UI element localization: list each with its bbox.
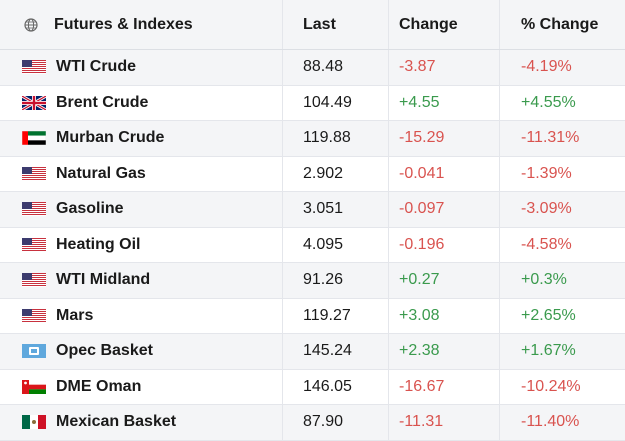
change-value: -15.29 bbox=[389, 121, 500, 156]
instrument-name[interactable]: WTI Crude bbox=[56, 58, 136, 76]
table-row[interactable]: WTI Crude 88.48 -3.87 -4.19% bbox=[0, 50, 625, 86]
table-row[interactable]: Mars 119.27 +3.08 +2.65% bbox=[0, 298, 625, 334]
change-value: -11.31 bbox=[389, 405, 500, 440]
header-last[interactable]: Last bbox=[283, 0, 389, 49]
change-value: -0.097 bbox=[389, 192, 500, 227]
header-change[interactable]: Change bbox=[389, 0, 500, 49]
globe-icon bbox=[24, 17, 38, 32]
table-row[interactable]: Natural Gas 2.902 -0.041 -1.39% bbox=[0, 156, 625, 192]
pct-change-value: +4.55% bbox=[521, 93, 576, 111]
row-name-cell[interactable]: Gasoline bbox=[0, 192, 283, 227]
uae-flag-icon bbox=[22, 131, 46, 146]
us-flag-icon bbox=[22, 237, 46, 252]
us-flag-icon bbox=[22, 166, 46, 181]
instrument-name[interactable]: Mars bbox=[56, 306, 94, 324]
header-pct-change[interactable]: % Change bbox=[521, 15, 599, 33]
pct-change-value: -4.58% bbox=[521, 235, 572, 253]
row-name-cell[interactable]: Brent Crude bbox=[0, 85, 283, 120]
instrument-name[interactable]: Opec Basket bbox=[56, 342, 153, 360]
last-price: 2.902 bbox=[283, 156, 389, 191]
row-name-cell[interactable]: WTI Midland bbox=[0, 263, 283, 298]
last-price: 145.24 bbox=[283, 334, 389, 369]
row-name-cell[interactable]: DME Oman bbox=[0, 369, 283, 404]
row-name-cell[interactable]: WTI Crude bbox=[0, 50, 283, 85]
row-name-cell[interactable]: Natural Gas bbox=[0, 156, 283, 191]
row-name-cell[interactable]: Opec Basket bbox=[0, 334, 283, 369]
last-price: 88.48 bbox=[283, 50, 389, 85]
change-value: +3.08 bbox=[389, 298, 500, 333]
pct-change-value: -11.31% bbox=[521, 129, 580, 147]
change-value: -0.196 bbox=[389, 227, 500, 262]
row-name-cell[interactable]: Heating Oil bbox=[0, 227, 283, 262]
last-price: 87.90 bbox=[283, 405, 389, 440]
last-price: 91.26 bbox=[283, 263, 389, 298]
opec-flag-icon bbox=[22, 344, 46, 359]
instrument-name[interactable]: Mexican Basket bbox=[56, 413, 177, 431]
table-header: Futures & Indexes Last Change % Change bbox=[0, 0, 625, 50]
pct-change-value: -3.09% bbox=[521, 200, 572, 218]
change-value: +4.55 bbox=[389, 85, 500, 120]
row-name-cell[interactable]: Murban Crude bbox=[0, 121, 283, 156]
instrument-name[interactable]: Murban Crude bbox=[56, 129, 165, 147]
us-flag-icon bbox=[22, 60, 46, 75]
pct-change-value: -4.19% bbox=[521, 58, 572, 76]
pct-change-value: -1.39% bbox=[521, 164, 572, 182]
instrument-name[interactable]: DME Oman bbox=[56, 377, 142, 395]
last-price: 3.051 bbox=[283, 192, 389, 227]
change-value: -16.67 bbox=[389, 369, 500, 404]
table-row[interactable]: Brent Crude 104.49 +4.55 +4.55% bbox=[0, 85, 625, 121]
last-price: 119.88 bbox=[283, 121, 389, 156]
last-price: 119.27 bbox=[283, 298, 389, 333]
uk-flag-icon bbox=[22, 95, 46, 110]
pct-change-value: -10.24% bbox=[521, 377, 581, 395]
table-row[interactable]: DME Oman 146.05 -16.67 -10.24% bbox=[0, 369, 625, 405]
us-flag-icon bbox=[22, 202, 46, 217]
instrument-name[interactable]: Natural Gas bbox=[56, 164, 146, 182]
table-row[interactable]: WTI Midland 91.26 +0.27 +0.3% bbox=[0, 263, 625, 299]
last-price: 146.05 bbox=[283, 369, 389, 404]
header-name-cell[interactable]: Futures & Indexes bbox=[0, 0, 283, 49]
pct-change-value: +1.67% bbox=[521, 342, 576, 360]
instrument-name[interactable]: Brent Crude bbox=[56, 93, 149, 111]
last-price: 104.49 bbox=[283, 85, 389, 120]
instrument-name[interactable]: WTI Midland bbox=[56, 271, 151, 289]
oman-flag-icon bbox=[22, 379, 46, 394]
table-row[interactable]: Gasoline 3.051 -0.097 -3.09% bbox=[0, 192, 625, 228]
row-name-cell[interactable]: Mexican Basket bbox=[0, 405, 283, 440]
table-row[interactable]: Mexican Basket 87.90 -11.31 -11.40% bbox=[0, 405, 625, 441]
instrument-name[interactable]: Heating Oil bbox=[56, 235, 141, 253]
pct-change-value: +2.65% bbox=[521, 306, 576, 324]
header-name-label: Futures & Indexes bbox=[54, 15, 193, 33]
pct-change-value: -11.40% bbox=[521, 413, 580, 431]
instrument-name[interactable]: Gasoline bbox=[56, 200, 124, 218]
table-row[interactable]: Murban Crude 119.88 -15.29 -11.31% bbox=[0, 121, 625, 157]
table-row[interactable]: Heating Oil 4.095 -0.196 -4.58% bbox=[0, 227, 625, 263]
pct-change-value: +0.3% bbox=[521, 271, 567, 289]
change-value: -0.041 bbox=[389, 156, 500, 191]
change-value: +0.27 bbox=[389, 263, 500, 298]
change-value: +2.38 bbox=[389, 334, 500, 369]
us-flag-icon bbox=[22, 308, 46, 323]
row-name-cell[interactable]: Mars bbox=[0, 298, 283, 333]
table-row[interactable]: Opec Basket 145.24 +2.38 +1.67% bbox=[0, 334, 625, 370]
us-flag-icon bbox=[22, 273, 46, 288]
change-value: -3.87 bbox=[389, 50, 500, 85]
last-price: 4.095 bbox=[283, 227, 389, 262]
mexico-flag-icon bbox=[22, 415, 46, 430]
